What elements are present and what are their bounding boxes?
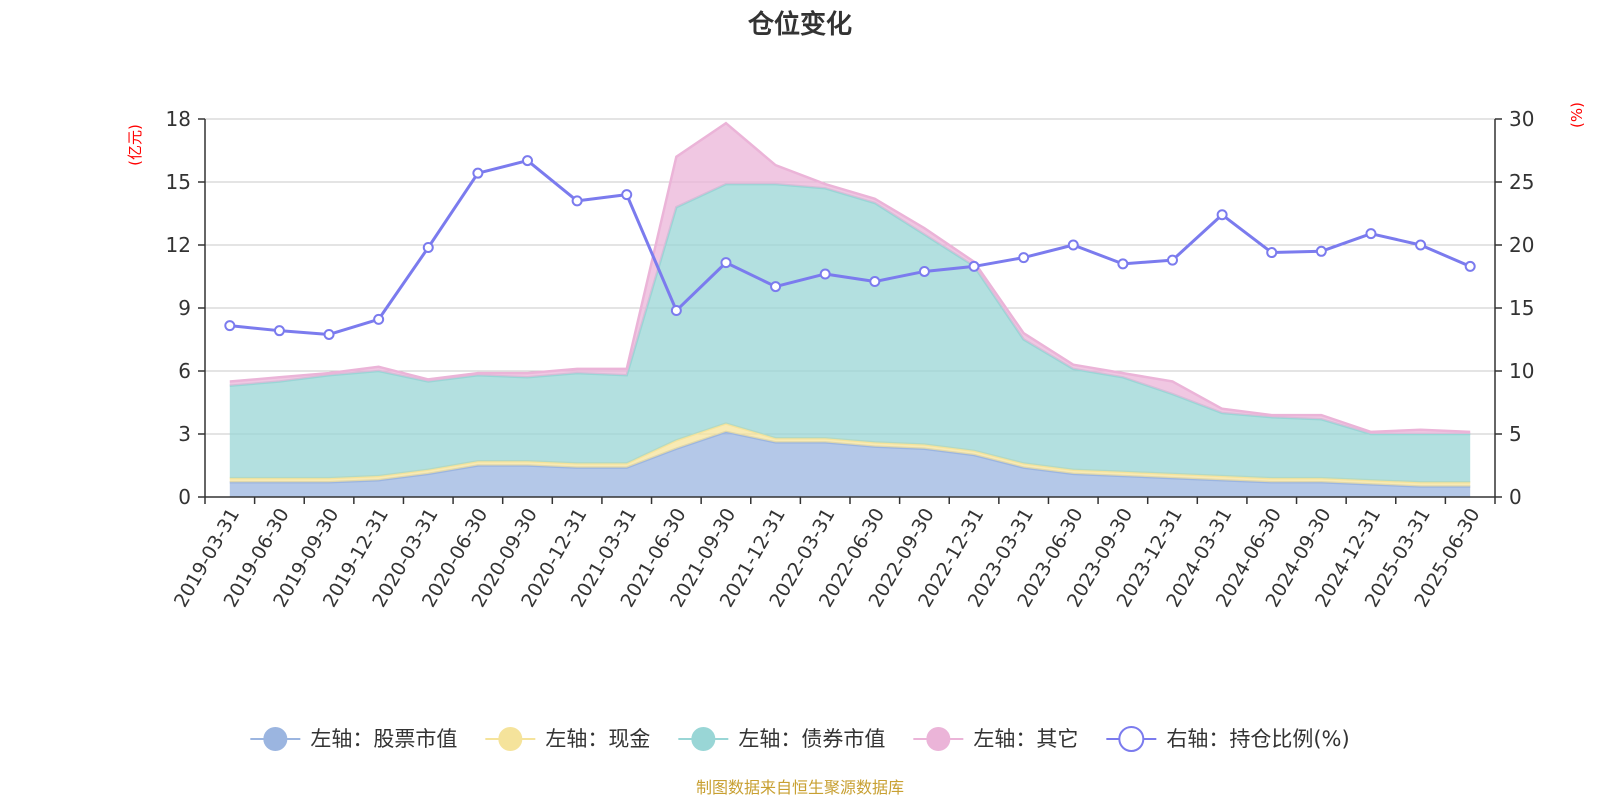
legend-marker (926, 727, 951, 751)
legend-item: 左轴：债券市值 (678, 727, 885, 751)
right-axis-tick-label: 20 (1509, 233, 1534, 257)
legend-label: 左轴：其它 (973, 727, 1078, 751)
right-axis-tick-label: 25 (1509, 170, 1534, 194)
position-ratio-point (472, 167, 484, 179)
position-ratio-point (1067, 239, 1079, 251)
legend-marker (498, 727, 523, 751)
position-ratio-point (1018, 252, 1030, 264)
legend-label: 左轴：债券市值 (738, 727, 885, 751)
right-axis-tick-label: 10 (1509, 359, 1534, 383)
position-ratio-point (1167, 254, 1178, 266)
position-ratio-point (373, 313, 385, 325)
legend-item: 左轴：股票市值 (250, 727, 457, 751)
left-axis-tick-label: 6 (178, 359, 191, 383)
right-axis-tick-label: 0 (1509, 485, 1522, 509)
position-ratio-point (522, 155, 533, 167)
legend-label: 左轴：现金 (545, 727, 650, 751)
position-ratio-point (670, 305, 682, 317)
position-ratio-point (571, 195, 583, 207)
position-ratio-point (869, 276, 881, 288)
position-ratio-line (224, 155, 1476, 340)
area-series-4-edge (229, 121, 1471, 434)
position-ratio-point (1117, 258, 1129, 270)
left-axis-tick-label: 0 (178, 485, 191, 509)
legend-marker (1118, 726, 1145, 752)
legend-item: 右轴：持仓比例(%) (1106, 726, 1350, 752)
right-axis-unit: (%) (1568, 102, 1586, 128)
position-ratio-point (1415, 239, 1427, 251)
right-axis-tick-label: 5 (1509, 422, 1522, 446)
position-ratio-point (918, 265, 930, 277)
chart-title: 仓位变化 (747, 9, 852, 40)
position-ratio-point (224, 320, 236, 332)
legend-label: 右轴：持仓比例(%) (1166, 727, 1349, 751)
legend-item: 左轴：现金 (485, 727, 650, 751)
position-ratio-point (720, 257, 732, 269)
left-axis-tick-label: 3 (178, 422, 191, 446)
position-ratio-point (968, 260, 980, 272)
position-ratio-point (273, 325, 285, 337)
legend-marker (263, 727, 288, 751)
legend-label: 左轴：股票市值 (310, 727, 457, 751)
position-ratio-point (422, 242, 434, 254)
right-axis-tick-label: 30 (1509, 107, 1534, 131)
left-axis-tick-label: 15 (166, 170, 191, 194)
position-ratio-point (770, 281, 782, 293)
right-axis-tick-label: 15 (1509, 296, 1534, 320)
left-axis-unit: (亿元) (126, 124, 144, 166)
legend: 左轴：股票市值 左轴：现金 左轴：债券市值 左轴：其它 右轴：持仓比例(%) (250, 726, 1350, 752)
position-ratio-point (1266, 247, 1278, 259)
position-ratio-point (819, 268, 831, 280)
area-series-1 (229, 431, 1471, 497)
left-axis-tick-label: 12 (166, 233, 191, 257)
position-ratio-point (1216, 209, 1228, 221)
left-axis-tick-label: 18 (166, 107, 191, 131)
stacked-areas (229, 121, 1471, 497)
position-ratio-point (1365, 228, 1377, 240)
legend-marker (691, 727, 716, 751)
position-ratio-point (621, 189, 633, 201)
position-ratio-path (229, 159, 1471, 336)
position-ratio-point (1464, 260, 1476, 272)
legend-item: 左轴：其它 (913, 727, 1078, 751)
position-ratio-point (1315, 245, 1327, 257)
position-ratio-point (323, 328, 335, 340)
left-axis-tick-label: 9 (178, 296, 191, 320)
data-source-note: 制图数据来自恒生聚源数据库 (696, 778, 904, 797)
area-series-3 (229, 184, 1471, 483)
